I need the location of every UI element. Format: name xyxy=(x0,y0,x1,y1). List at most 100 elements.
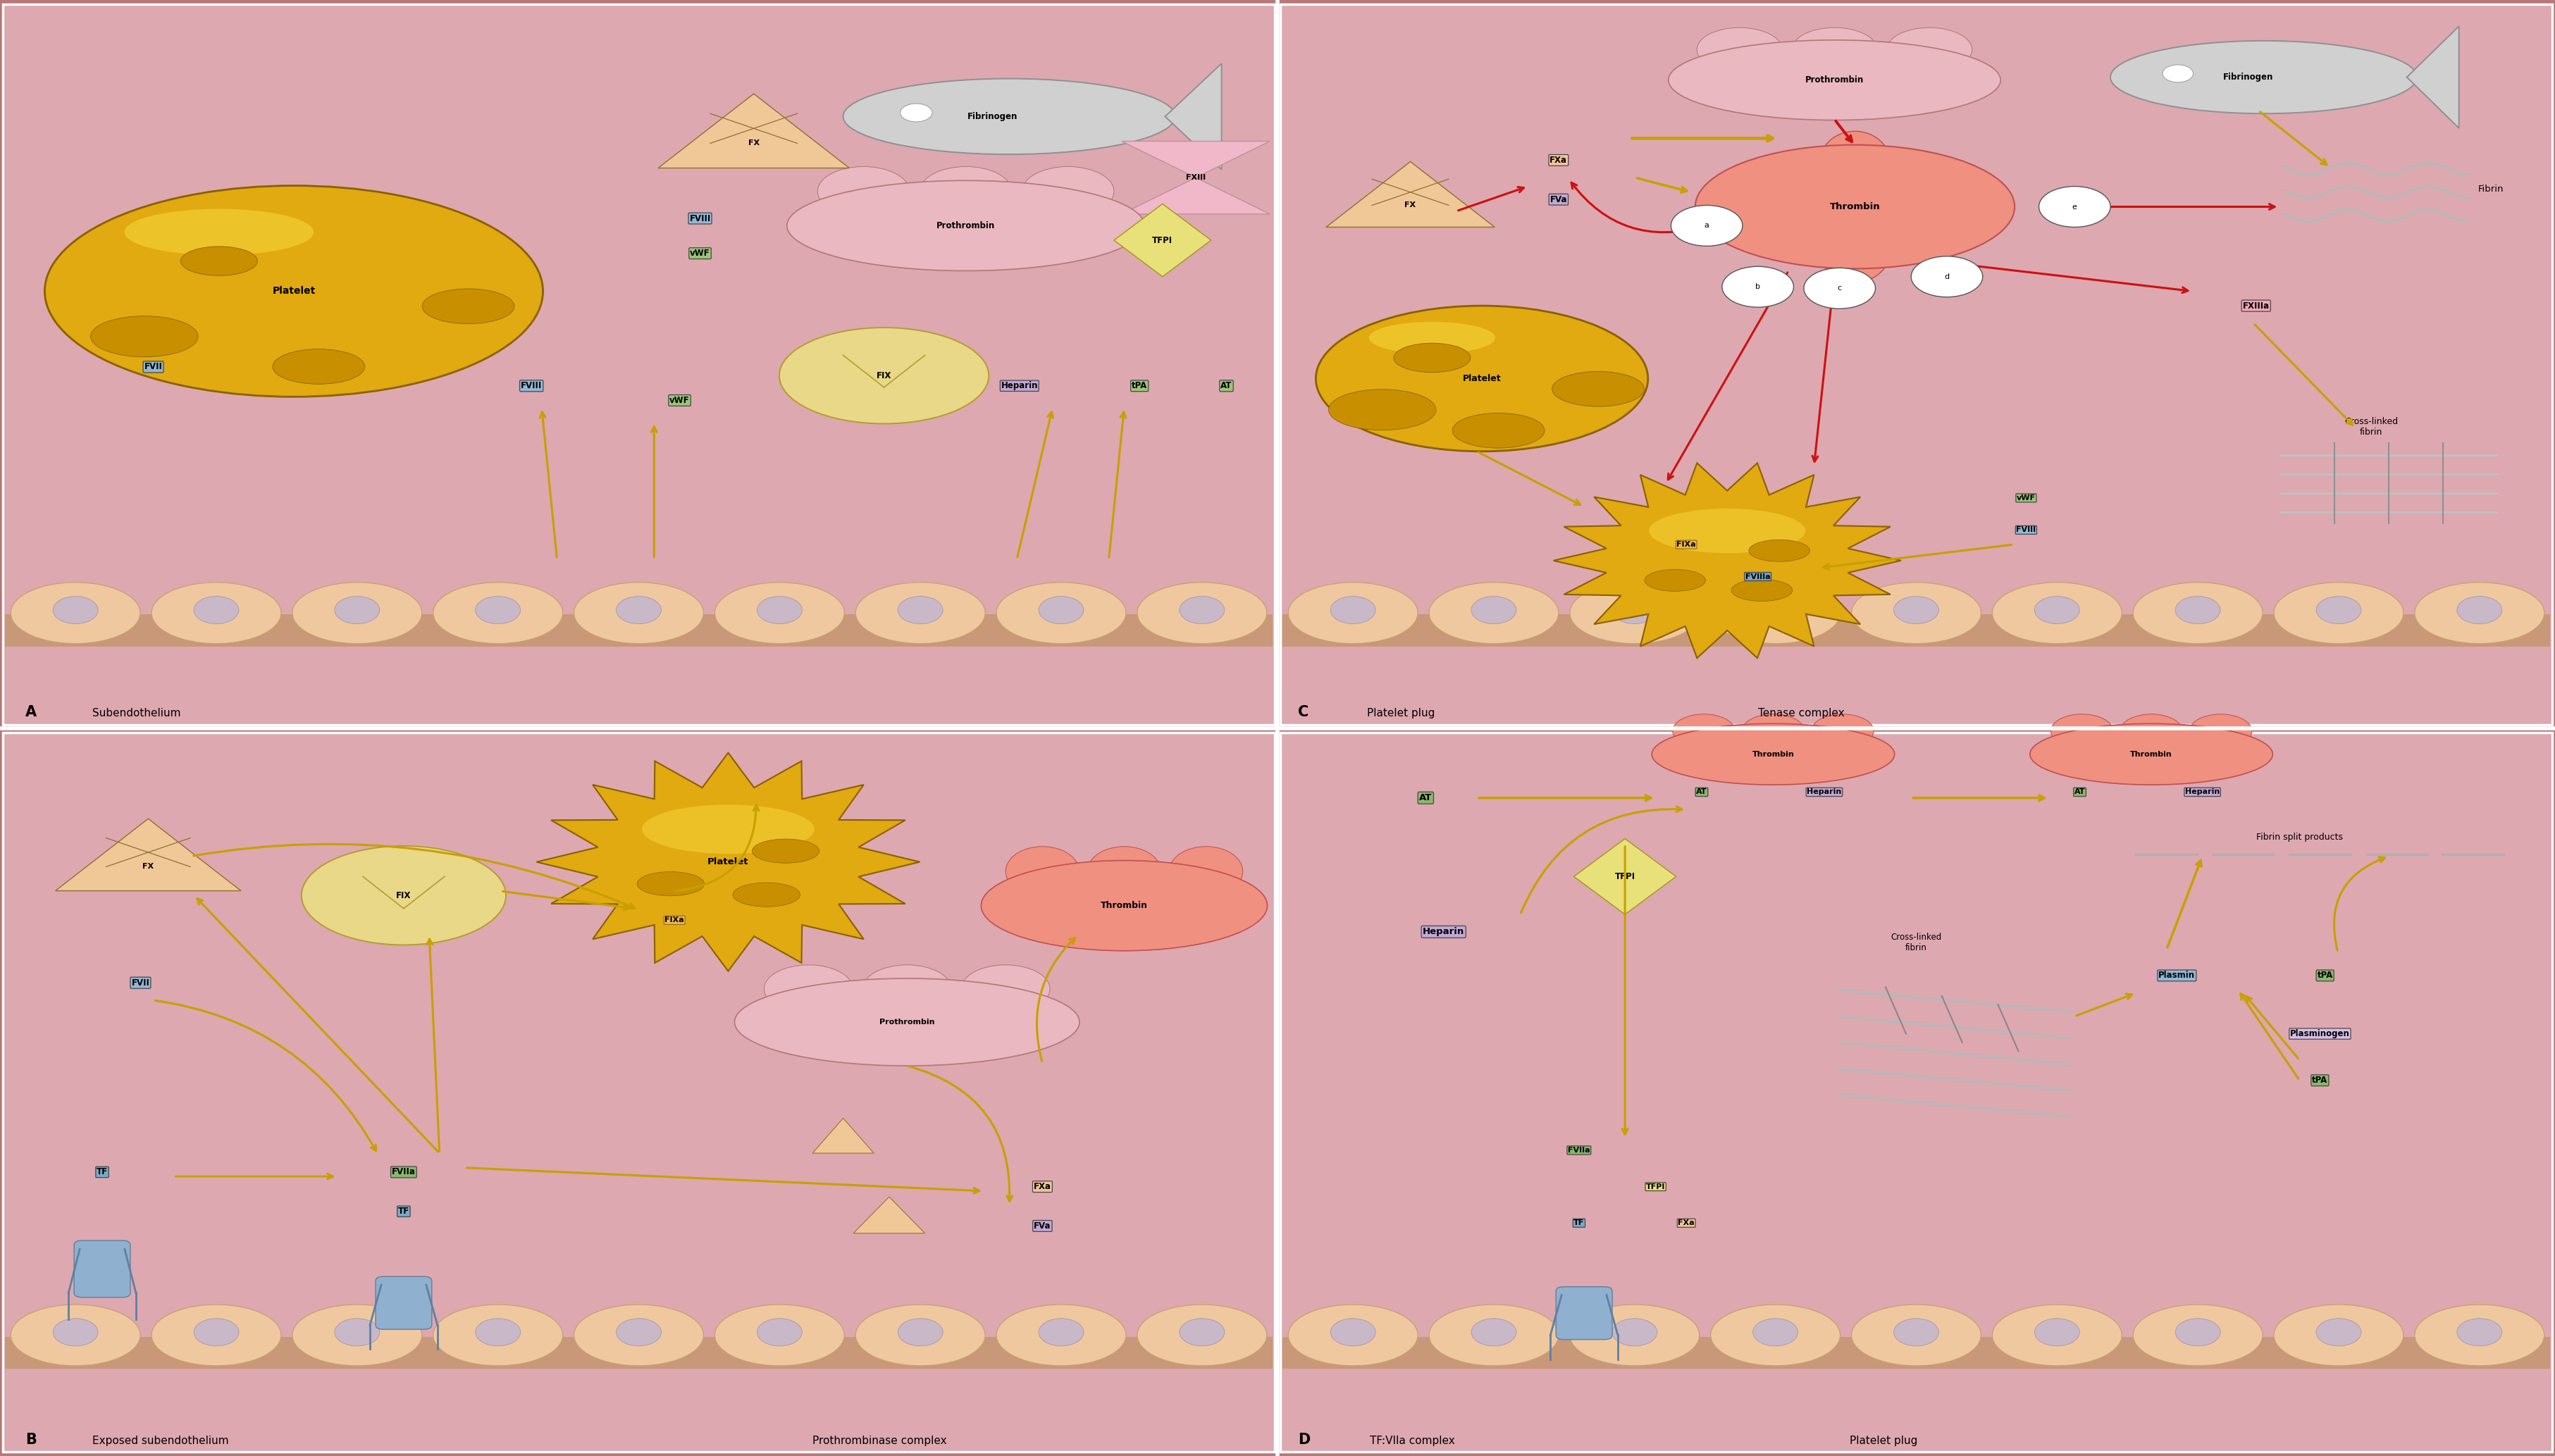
Circle shape xyxy=(2039,186,2110,227)
Text: Cross-linked
fibrin: Cross-linked fibrin xyxy=(2345,416,2397,437)
Ellipse shape xyxy=(2458,597,2501,623)
Text: TF: TF xyxy=(1574,1220,1584,1226)
Ellipse shape xyxy=(2174,597,2220,623)
Ellipse shape xyxy=(1369,322,1495,354)
Ellipse shape xyxy=(996,582,1127,644)
Ellipse shape xyxy=(1819,131,1891,194)
Ellipse shape xyxy=(736,978,1081,1066)
Text: Thrombin: Thrombin xyxy=(1753,751,1794,757)
Ellipse shape xyxy=(2174,1319,2220,1345)
Ellipse shape xyxy=(616,1319,662,1345)
Text: vWF: vWF xyxy=(669,396,690,405)
Ellipse shape xyxy=(897,1319,943,1345)
Ellipse shape xyxy=(475,1319,521,1345)
Text: C: C xyxy=(1298,705,1308,719)
Ellipse shape xyxy=(125,208,314,255)
Ellipse shape xyxy=(291,1305,422,1366)
Polygon shape xyxy=(537,753,920,971)
Text: Subendothelium: Subendothelium xyxy=(92,708,181,718)
Text: FVIIIa: FVIIIa xyxy=(1745,574,1771,579)
Text: Heparin: Heparin xyxy=(1806,789,1842,795)
Ellipse shape xyxy=(756,1319,802,1345)
Text: a: a xyxy=(1704,223,1709,229)
Polygon shape xyxy=(2407,26,2458,128)
Ellipse shape xyxy=(1697,182,1783,232)
Ellipse shape xyxy=(641,805,815,853)
Ellipse shape xyxy=(996,1305,1127,1366)
Ellipse shape xyxy=(1893,1319,1939,1345)
FancyBboxPatch shape xyxy=(5,614,1272,646)
Text: FX: FX xyxy=(1405,202,1415,208)
FancyBboxPatch shape xyxy=(1556,1287,1612,1340)
Text: Prothrombinase complex: Prothrombinase complex xyxy=(812,1436,948,1446)
Text: FXIIIa: FXIIIa xyxy=(2243,301,2269,310)
Text: Fibrin split products: Fibrin split products xyxy=(2256,833,2343,842)
Text: vWF: vWF xyxy=(2016,495,2036,501)
Text: Thrombin: Thrombin xyxy=(2131,751,2172,757)
Ellipse shape xyxy=(1697,28,1783,71)
Ellipse shape xyxy=(2317,597,2361,623)
Ellipse shape xyxy=(43,185,544,396)
Ellipse shape xyxy=(1651,724,1896,785)
Ellipse shape xyxy=(1569,1305,1699,1366)
Ellipse shape xyxy=(1088,846,1160,895)
Text: Heparin: Heparin xyxy=(1423,927,1464,936)
Ellipse shape xyxy=(10,1305,141,1366)
Ellipse shape xyxy=(1645,569,1707,591)
Ellipse shape xyxy=(1316,306,1648,451)
Polygon shape xyxy=(56,818,240,891)
Ellipse shape xyxy=(1180,1319,1224,1345)
Text: Plasminogen: Plasminogen xyxy=(2289,1029,2351,1038)
Ellipse shape xyxy=(1331,597,1375,623)
Ellipse shape xyxy=(1819,220,1891,282)
FancyBboxPatch shape xyxy=(1280,4,2552,725)
Text: AT: AT xyxy=(2075,789,2085,795)
Ellipse shape xyxy=(475,597,521,623)
Circle shape xyxy=(1722,266,1794,307)
Text: d: d xyxy=(1944,274,1949,280)
Ellipse shape xyxy=(575,1305,703,1366)
Circle shape xyxy=(2162,64,2192,83)
Ellipse shape xyxy=(151,1305,281,1366)
Ellipse shape xyxy=(2274,582,2404,644)
Text: tPA: tPA xyxy=(2312,1076,2328,1085)
FancyBboxPatch shape xyxy=(1283,614,2550,646)
Text: b: b xyxy=(1755,284,1760,290)
Ellipse shape xyxy=(1697,146,2016,269)
FancyBboxPatch shape xyxy=(1283,1337,2550,1369)
Ellipse shape xyxy=(2121,713,2182,748)
Ellipse shape xyxy=(2414,1305,2545,1366)
Text: FVa: FVa xyxy=(1551,195,1566,204)
Text: FIXa: FIXa xyxy=(664,917,685,923)
Ellipse shape xyxy=(1329,389,1436,430)
Ellipse shape xyxy=(301,846,506,945)
Text: TF: TF xyxy=(97,1168,107,1176)
Text: Platelet: Platelet xyxy=(1461,374,1502,383)
Text: FIX: FIX xyxy=(396,891,411,900)
Ellipse shape xyxy=(1040,597,1083,623)
Ellipse shape xyxy=(1852,582,1980,644)
Text: Prothrombin: Prothrombin xyxy=(879,1019,935,1025)
Text: TFPI: TFPI xyxy=(1615,872,1635,881)
Polygon shape xyxy=(1326,162,1495,227)
Text: Thrombin: Thrombin xyxy=(1829,202,1880,211)
FancyBboxPatch shape xyxy=(1280,732,2552,1452)
Ellipse shape xyxy=(1648,508,1806,553)
Ellipse shape xyxy=(715,582,843,644)
Ellipse shape xyxy=(2031,724,2274,785)
FancyBboxPatch shape xyxy=(3,732,1275,1452)
Ellipse shape xyxy=(787,181,1145,271)
Ellipse shape xyxy=(1472,597,1515,623)
Ellipse shape xyxy=(2414,582,2545,644)
Ellipse shape xyxy=(1022,166,1114,215)
Ellipse shape xyxy=(1428,582,1559,644)
Text: FIX: FIX xyxy=(876,371,892,380)
Ellipse shape xyxy=(2110,41,2417,114)
Ellipse shape xyxy=(1288,1305,1418,1366)
FancyBboxPatch shape xyxy=(3,4,1275,725)
Ellipse shape xyxy=(434,1305,562,1366)
Ellipse shape xyxy=(1612,597,1658,623)
Text: FXa: FXa xyxy=(1035,1182,1050,1191)
Text: Plasmin: Plasmin xyxy=(2159,971,2195,980)
Text: Thrombin: Thrombin xyxy=(1101,901,1147,910)
